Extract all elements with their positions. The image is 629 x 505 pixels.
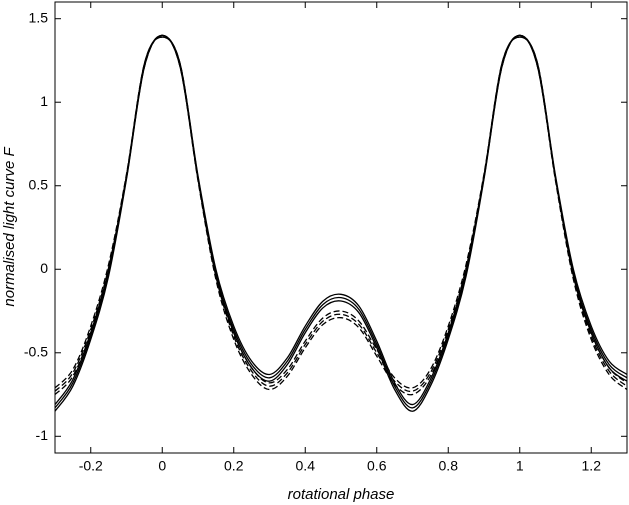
- curve: [55, 34, 627, 396]
- y-tick-label: -1: [36, 427, 49, 443]
- x-tick-label: 0.2: [224, 458, 244, 474]
- x-tick-label: 0.4: [296, 458, 316, 474]
- x-axis-label: rotational phase: [288, 486, 395, 503]
- curve: [55, 34, 627, 412]
- y-axis-label: normalised light curve F: [1, 147, 18, 307]
- x-tick-label: -0.2: [79, 458, 103, 474]
- x-tick-label: 0.8: [439, 458, 459, 474]
- curve: [55, 36, 627, 406]
- x-tick-label: 0: [158, 458, 166, 474]
- y-tick-label: -0.5: [24, 343, 48, 359]
- x-tick-label: 0.6: [367, 458, 387, 474]
- y-tick-label: 1: [40, 93, 48, 109]
- y-tick-label: 1.5: [29, 9, 49, 25]
- y-tick-label: 0.5: [29, 176, 49, 192]
- curve: [55, 36, 627, 389]
- x-tick-label: 1: [516, 458, 524, 474]
- plot-frame: [54, 1, 628, 454]
- x-tick-label: 1.2: [582, 458, 602, 474]
- y-tick-label: 0: [40, 260, 48, 276]
- curve: [55, 34, 627, 409]
